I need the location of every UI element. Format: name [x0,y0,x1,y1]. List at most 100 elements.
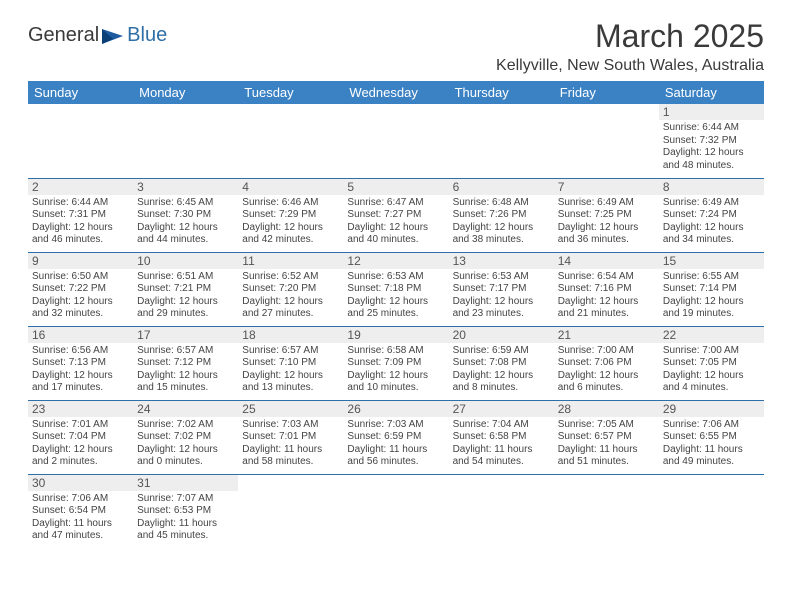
day-details: Sunrise: 6:49 AMSunset: 7:24 PMDaylight:… [663,197,760,247]
day-details: Sunrise: 6:53 AMSunset: 7:18 PMDaylight:… [347,271,444,321]
day-number: 18 [238,327,343,343]
day-details: Sunrise: 6:46 AMSunset: 7:29 PMDaylight:… [242,197,339,247]
day-number: 31 [133,475,238,491]
calendar-table: Sunday Monday Tuesday Wednesday Thursday… [28,81,764,548]
day-details: Sunrise: 6:49 AMSunset: 7:25 PMDaylight:… [558,197,655,247]
day-number: 24 [133,401,238,417]
day-details: Sunrise: 7:05 AMSunset: 6:57 PMDaylight:… [558,419,655,469]
calendar-day-cell [133,104,238,178]
day-number: 12 [343,253,448,269]
calendar-day-cell: 17Sunrise: 6:57 AMSunset: 7:12 PMDayligh… [133,326,238,400]
calendar-week-row: 16Sunrise: 6:56 AMSunset: 7:13 PMDayligh… [28,326,764,400]
calendar-day-cell: 19 Sunrise: 6:58 AMSunset: 7:09 PMDayligh… [343,326,448,400]
calendar-week-row: 1Sunrise: 6:44 AMSunset: 7:32 PMDaylight… [28,104,764,178]
day-details: Sunrise: 7:03 AMSunset: 6:59 PMDaylight:… [347,419,444,469]
calendar-day-cell: 7 Sunrise: 6:49 AMSunset: 7:25 PMDaylight… [554,178,659,252]
header: General Blue March 2025 Kellyville, New … [28,18,764,75]
day-details: Sunrise: 6:53 AMSunset: 7:17 PMDaylight:… [453,271,550,321]
calendar-day-cell: 9 Sunrise: 6:50 AMSunset: 7:22 PMDaylight… [28,252,133,326]
day-number: 13 [449,253,554,269]
location-label: Kellyville, New South Wales, Australia [496,57,764,75]
logo-text-right: Blue [127,24,167,47]
day-number: 19 [343,327,448,343]
calendar-day-cell: 4 Sunrise: 6:46 AMSunset: 7:29 PMDaylight… [238,178,343,252]
day-details: Sunrise: 6:52 AMSunset: 7:20 PMDaylight:… [242,271,339,321]
day-number: 14 [554,253,659,269]
calendar-week-row: 23Sunrise: 7:01 AMSunset: 7:04 PMDayligh… [28,400,764,474]
day-number: 15 [659,253,764,269]
calendar-day-cell: 10Sunrise: 6:51 AMSunset: 7:21 PMDayligh… [133,252,238,326]
day-number: 1 [659,104,764,120]
day-number: 27 [449,401,554,417]
calendar-day-cell: 24 Sunrise: 7:02 AMSunset: 7:02 PMDayligh… [133,400,238,474]
day-number: 25 [238,401,343,417]
day-number: 30 [28,475,133,491]
day-details: Sunrise: 6:50 AMSunset: 7:22 PMDaylight:… [32,271,129,321]
title-block: March 2025 Kellyville, New South Wales, … [496,18,764,75]
weekday-header: Tuesday [238,81,343,104]
calendar-day-cell: 8Sunrise: 6:49 AMSunset: 7:24 PMDaylight… [659,178,764,252]
day-number: 28 [554,401,659,417]
calendar-day-cell [238,474,343,548]
day-number: 7 [554,179,659,195]
day-details: Sunrise: 7:04 AMSunset: 6:58 PMDaylight:… [453,419,550,469]
calendar-day-cell: 31 Sunrise: 7:07 AMSunset: 6:53 PMDayligh… [133,474,238,548]
weekday-header: Wednesday [343,81,448,104]
day-details: Sunrise: 6:55 AMSunset: 7:14 PMDaylight:… [663,271,760,321]
day-number: 26 [343,401,448,417]
weekday-header: Thursday [449,81,554,104]
logo: General Blue [28,24,167,47]
day-details: Sunrise: 6:44 AMSunset: 7:31 PMDaylight:… [32,197,129,247]
calendar-day-cell [554,104,659,178]
calendar-day-cell: 13 Sunrise: 6:53 AMSunset: 7:17 PMDayligh… [449,252,554,326]
day-details: Sunrise: 6:58 AMSunset: 7:09 PMDaylight:… [347,345,444,395]
day-details: Sunrise: 6:57 AMSunset: 7:10 PMDaylight:… [242,345,339,395]
day-number: 29 [659,401,764,417]
calendar-week-row: 30 Sunrise: 7:06 AMSunset: 6:54 PMDayligh… [28,474,764,548]
calendar-week-row: 9 Sunrise: 6:50 AMSunset: 7:22 PMDaylight… [28,252,764,326]
calendar-day-cell: 12 Sunrise: 6:53 AMSunset: 7:18 PMDayligh… [343,252,448,326]
day-number: 5 [343,179,448,195]
day-details: Sunrise: 6:45 AMSunset: 7:30 PMDaylight:… [137,197,234,247]
calendar-day-cell [238,104,343,178]
calendar-day-cell: 26 Sunrise: 7:03 AMSunset: 6:59 PMDayligh… [343,400,448,474]
flag-icon [101,28,125,44]
day-number: 4 [238,179,343,195]
calendar-day-cell [28,104,133,178]
weekday-header: Saturday [659,81,764,104]
day-details: Sunrise: 7:02 AMSunset: 7:02 PMDaylight:… [137,419,234,469]
calendar-day-cell [343,104,448,178]
day-details: Sunrise: 6:56 AMSunset: 7:13 PMDaylight:… [32,345,129,395]
calendar-day-cell [343,474,448,548]
calendar-day-cell: 25Sunrise: 7:03 AMSunset: 7:01 PMDayligh… [238,400,343,474]
calendar-day-cell: 18 Sunrise: 6:57 AMSunset: 7:10 PMDayligh… [238,326,343,400]
day-details: Sunrise: 7:06 AMSunset: 6:54 PMDaylight:… [32,493,129,543]
calendar-day-cell: 5Sunrise: 6:47 AMSunset: 7:27 PMDaylight… [343,178,448,252]
calendar-day-cell: 3Sunrise: 6:45 AMSunset: 7:30 PMDaylight… [133,178,238,252]
day-number: 22 [659,327,764,343]
day-details: Sunrise: 7:06 AMSunset: 6:55 PMDaylight:… [663,419,760,469]
calendar-day-cell: 6 Sunrise: 6:48 AMSunset: 7:26 PMDaylight… [449,178,554,252]
day-details: Sunrise: 6:48 AMSunset: 7:26 PMDaylight:… [453,197,550,247]
day-number: 6 [449,179,554,195]
day-details: Sunrise: 7:01 AMSunset: 7:04 PMDaylight:… [32,419,129,469]
page-title: March 2025 [496,18,764,55]
day-details: Sunrise: 7:07 AMSunset: 6:53 PMDaylight:… [137,493,234,543]
calendar-day-cell: 2 Sunrise: 6:44 AMSunset: 7:31 PMDaylight… [28,178,133,252]
day-details: Sunrise: 6:51 AMSunset: 7:21 PMDaylight:… [137,271,234,321]
weekday-header: Monday [133,81,238,104]
day-details: Sunrise: 6:57 AMSunset: 7:12 PMDaylight:… [137,345,234,395]
logo-text-left: General [28,24,99,47]
day-number: 21 [554,327,659,343]
day-details: Sunrise: 7:00 AMSunset: 7:06 PMDaylight:… [558,345,655,395]
weekday-header: Sunday [28,81,133,104]
calendar-day-cell: 1Sunrise: 6:44 AMSunset: 7:32 PMDaylight… [659,104,764,178]
weekday-header: Friday [554,81,659,104]
calendar-week-row: 2 Sunrise: 6:44 AMSunset: 7:31 PMDaylight… [28,178,764,252]
calendar-day-cell: 30 Sunrise: 7:06 AMSunset: 6:54 PMDayligh… [28,474,133,548]
calendar-day-cell [449,104,554,178]
calendar-day-cell: 16Sunrise: 6:56 AMSunset: 7:13 PMDayligh… [28,326,133,400]
day-details: Sunrise: 6:54 AMSunset: 7:16 PMDaylight:… [558,271,655,321]
day-number: 9 [28,253,133,269]
day-number: 2 [28,179,133,195]
